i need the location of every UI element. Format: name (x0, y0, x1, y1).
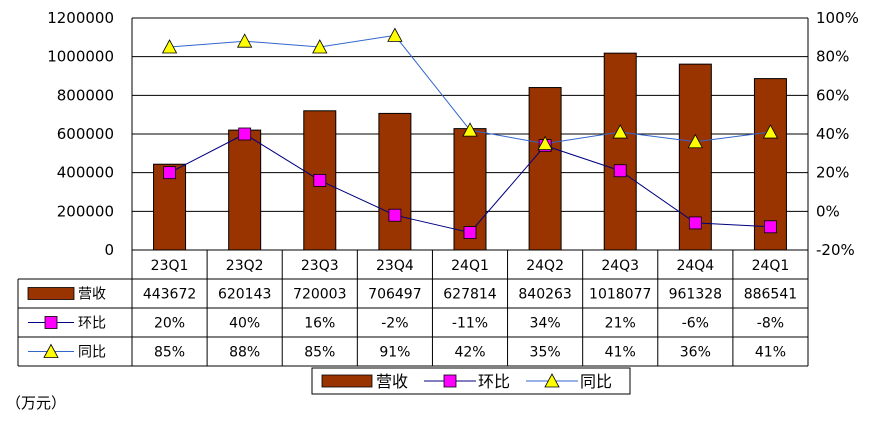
table-cell: 21% (605, 316, 636, 332)
legend-label: 营收 (376, 372, 408, 391)
table-cell: 40% (229, 316, 260, 332)
yoy-point (236, 33, 253, 48)
left-tick-label: 1000000 (47, 48, 114, 66)
category-label: 23Q2 (226, 258, 264, 274)
category-label: 24Q3 (601, 258, 639, 274)
category-label: 24Q4 (676, 258, 714, 274)
revenue-bar (378, 112, 412, 251)
left-tick-label: 0 (104, 241, 114, 259)
table-row-label: 同比 (78, 345, 106, 361)
table-cell: 16% (304, 316, 335, 332)
qoq-point (163, 166, 176, 180)
table-cell: 91% (379, 345, 410, 361)
right-tick-label: 60% (816, 86, 849, 104)
category-label: 23Q3 (301, 258, 339, 274)
yoy-point (537, 135, 553, 151)
qoq-point (238, 127, 252, 141)
table-cell: -2% (381, 316, 408, 332)
revenue-bar (228, 129, 262, 251)
left-tick-label: 600000 (57, 125, 114, 143)
revenue-bars (153, 52, 787, 251)
category-label: 23Q1 (151, 258, 189, 274)
table-cell: 961328 (669, 287, 722, 303)
category-label: 24Q1 (451, 258, 489, 274)
table-cell: 706497 (368, 287, 421, 303)
legend-qoq-marker (443, 374, 457, 388)
key-bar-swatch (27, 287, 75, 300)
key-yoy-marker (43, 343, 59, 358)
table-cell: 41% (755, 345, 786, 361)
qoq-point (463, 226, 477, 240)
yoy-point (387, 27, 403, 42)
table-cell: 886541 (744, 287, 797, 303)
table-cell: 720003 (293, 287, 346, 303)
category-label: 24Q2 (526, 258, 564, 274)
table-cell: 20% (154, 316, 185, 332)
table-cell: 42% (454, 345, 485, 361)
qoq-point (313, 173, 327, 187)
revenue-bar (528, 87, 562, 251)
right-axis-ticks: -20% 0% 20% 40% 60% 80% 100% (816, 9, 859, 259)
qoq-point (388, 208, 402, 222)
left-axis-ticks: 0 200000 400000 600000 800000 1000000 1200000 (47, 9, 114, 259)
legend-bar-swatch (321, 374, 373, 388)
yoy-point (312, 39, 328, 54)
ratio-lines (161, 27, 779, 240)
right-tick-label: 100% (816, 9, 859, 27)
table-cell: 35% (530, 345, 561, 361)
category-label: 24Q1 (752, 258, 790, 274)
revenue-bar (603, 52, 637, 251)
table-cell: 41% (605, 345, 636, 361)
yoy-point (462, 122, 478, 137)
table-cell: 34% (530, 316, 561, 332)
yoy-point (762, 124, 779, 139)
unit-note: （万元） (6, 394, 66, 412)
table-cell: 85% (304, 345, 335, 361)
table-cell: 36% (680, 345, 711, 361)
legend: 营收 环比 同比 (311, 367, 631, 395)
legend-yoy-marker (544, 373, 560, 388)
legend-label: 同比 (580, 372, 612, 391)
right-tick-label: 0% (816, 202, 840, 220)
left-tick-label: 200000 (57, 202, 114, 220)
data-table: 23Q1 23Q2 23Q3 23Q4 24Q1 24Q2 24Q3 24Q4 24Q1 营收 44… (17, 249, 809, 367)
category-label: 23Q4 (376, 258, 414, 274)
yoy-point (612, 124, 628, 139)
right-tick-label: 40% (816, 125, 849, 143)
table-cell: 85% (154, 345, 185, 361)
table-cell: 620143 (218, 287, 271, 303)
table-cell: -8% (757, 316, 784, 332)
left-tick-label: 800000 (57, 86, 114, 104)
table-cell: -6% (682, 316, 709, 332)
right-tick-label: -20% (816, 241, 855, 259)
right-tick-label: 80% (816, 48, 849, 66)
table-row-label: 环比 (78, 316, 106, 332)
qoq-point (613, 164, 627, 178)
yoy-point (161, 39, 178, 54)
yoy-point (687, 133, 704, 149)
key-qoq-marker (44, 316, 58, 329)
left-tick-label: 1200000 (47, 9, 114, 27)
legend-label: 环比 (478, 372, 510, 391)
qoq-point (688, 216, 702, 230)
right-tick-label: 20% (816, 164, 849, 182)
table-cell: 443672 (143, 287, 196, 303)
table-cell: -11% (452, 316, 488, 332)
table-row-label: 营收 (78, 287, 106, 303)
table-cell: 840263 (518, 287, 571, 303)
qoq-point (764, 220, 777, 234)
table-cell: 627814 (443, 287, 497, 303)
table-cell: 1018077 (589, 287, 651, 303)
table-cell: 88% (229, 345, 260, 361)
left-tick-label: 400000 (57, 164, 114, 182)
